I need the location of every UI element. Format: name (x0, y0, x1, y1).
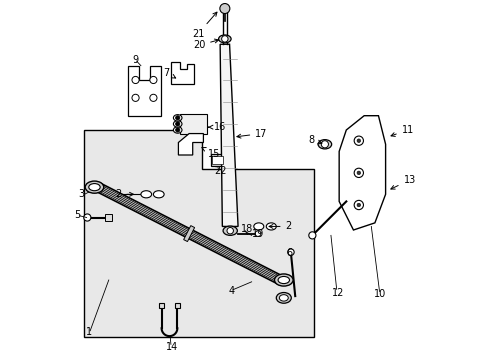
Ellipse shape (88, 184, 100, 191)
Text: 22: 22 (214, 166, 226, 176)
Ellipse shape (218, 35, 231, 43)
Text: 1: 1 (85, 327, 91, 337)
Polygon shape (83, 130, 313, 337)
Text: 5: 5 (74, 210, 80, 220)
Bar (210, 154, 224, 166)
Circle shape (175, 128, 180, 132)
Ellipse shape (278, 276, 289, 284)
Circle shape (175, 122, 180, 126)
Circle shape (149, 94, 157, 102)
Text: 10: 10 (373, 289, 385, 299)
Ellipse shape (317, 140, 331, 149)
Ellipse shape (276, 293, 291, 303)
Polygon shape (183, 226, 194, 242)
Text: 9: 9 (132, 55, 138, 65)
Bar (159, 303, 164, 307)
Ellipse shape (253, 223, 263, 230)
Circle shape (132, 94, 139, 102)
Bar (180, 114, 206, 134)
Circle shape (356, 203, 360, 207)
Text: 11: 11 (390, 125, 413, 136)
Circle shape (308, 232, 315, 239)
Text: 12: 12 (331, 288, 344, 297)
Text: 17: 17 (236, 129, 267, 139)
Circle shape (321, 141, 328, 148)
Bar (212, 156, 222, 164)
Ellipse shape (85, 181, 103, 193)
Ellipse shape (173, 114, 182, 121)
Text: 16: 16 (208, 122, 226, 132)
Text: 2: 2 (115, 189, 133, 199)
Bar (105, 214, 112, 221)
Text: 7: 7 (163, 68, 175, 78)
Text: 15: 15 (202, 148, 220, 158)
Text: 18: 18 (241, 224, 253, 234)
Text: 2: 2 (268, 221, 291, 231)
Text: 21: 21 (192, 12, 217, 39)
Circle shape (182, 144, 189, 152)
Ellipse shape (141, 191, 151, 198)
Circle shape (175, 116, 180, 120)
Bar (175, 303, 180, 307)
Circle shape (287, 249, 294, 255)
Circle shape (353, 201, 363, 210)
Polygon shape (178, 134, 203, 155)
Ellipse shape (223, 226, 237, 235)
Polygon shape (339, 116, 385, 230)
Ellipse shape (153, 191, 164, 198)
Ellipse shape (173, 121, 182, 127)
Circle shape (356, 171, 360, 175)
Circle shape (132, 76, 139, 84)
Text: 3: 3 (78, 189, 84, 199)
Text: 19: 19 (251, 229, 264, 239)
Text: 14: 14 (165, 342, 178, 352)
Text: 20: 20 (192, 39, 218, 50)
Circle shape (255, 231, 261, 237)
Circle shape (221, 36, 227, 42)
Ellipse shape (266, 223, 276, 230)
Circle shape (353, 136, 363, 145)
Polygon shape (220, 44, 238, 226)
Circle shape (220, 4, 229, 14)
Circle shape (356, 139, 360, 143)
Circle shape (149, 76, 157, 84)
Ellipse shape (279, 295, 287, 301)
Polygon shape (171, 62, 194, 84)
Circle shape (83, 214, 91, 221)
Circle shape (226, 228, 233, 234)
Polygon shape (128, 66, 160, 116)
Text: 13: 13 (390, 175, 415, 189)
Ellipse shape (274, 274, 292, 286)
Text: 8: 8 (307, 135, 321, 145)
Text: 4: 4 (228, 286, 234, 296)
Circle shape (353, 168, 363, 177)
Text: 6: 6 (285, 248, 292, 258)
Ellipse shape (173, 127, 182, 133)
Circle shape (180, 74, 186, 80)
